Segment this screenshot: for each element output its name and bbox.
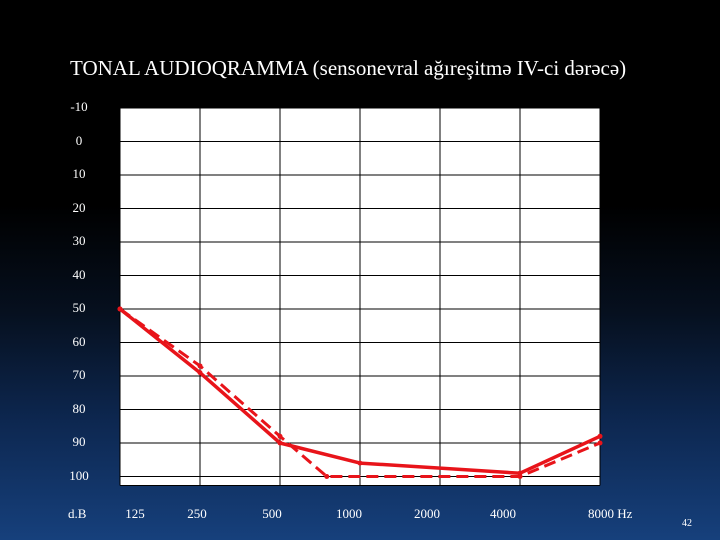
data-point	[597, 433, 603, 439]
data-point	[117, 306, 123, 312]
page-number: 42	[682, 518, 692, 529]
y-tick-label: 100	[69, 467, 89, 483]
y-tick-label: 20	[72, 199, 86, 215]
x-tick-label: 4000	[490, 506, 516, 521]
y-axis-unit-label: d.B	[68, 506, 87, 521]
y-tick-label: 80	[72, 400, 86, 416]
x-tick-label: 500	[262, 506, 282, 521]
data-point	[197, 370, 203, 376]
data-point	[517, 474, 523, 479]
y-tick-label: 50	[72, 300, 86, 315]
y-tick-label: 30	[72, 233, 86, 248]
y-tick-label: -10	[70, 99, 88, 114]
data-point	[277, 433, 283, 439]
data-point	[197, 363, 203, 369]
x-tick-label: 2000	[414, 506, 440, 521]
y-tick-label: 90	[72, 434, 86, 449]
y-tick-label: 40	[72, 266, 86, 282]
x-axis-last-tick-with-unit: 8000 Hz	[588, 506, 633, 521]
x-tick-label: 125	[125, 506, 145, 521]
series-line-dashed	[119, 307, 601, 478]
data-point	[597, 440, 603, 446]
series-line-solid	[118, 307, 601, 475]
y-tick-label: 0	[75, 132, 83, 148]
x-tick-label: 250	[187, 506, 207, 521]
chart-title: TONAL AUDIOQRAMMA (sensonevral ağıreşitm…	[70, 56, 627, 80]
y-tick-label: 10	[72, 166, 86, 181]
data-point	[324, 474, 330, 479]
x-tick-label: 1000	[336, 506, 362, 521]
data-point	[277, 440, 283, 446]
y-tick-label: 60	[72, 333, 86, 349]
series-group	[117, 306, 603, 479]
y-tick-label: 70	[72, 367, 86, 382]
data-point	[357, 460, 363, 466]
